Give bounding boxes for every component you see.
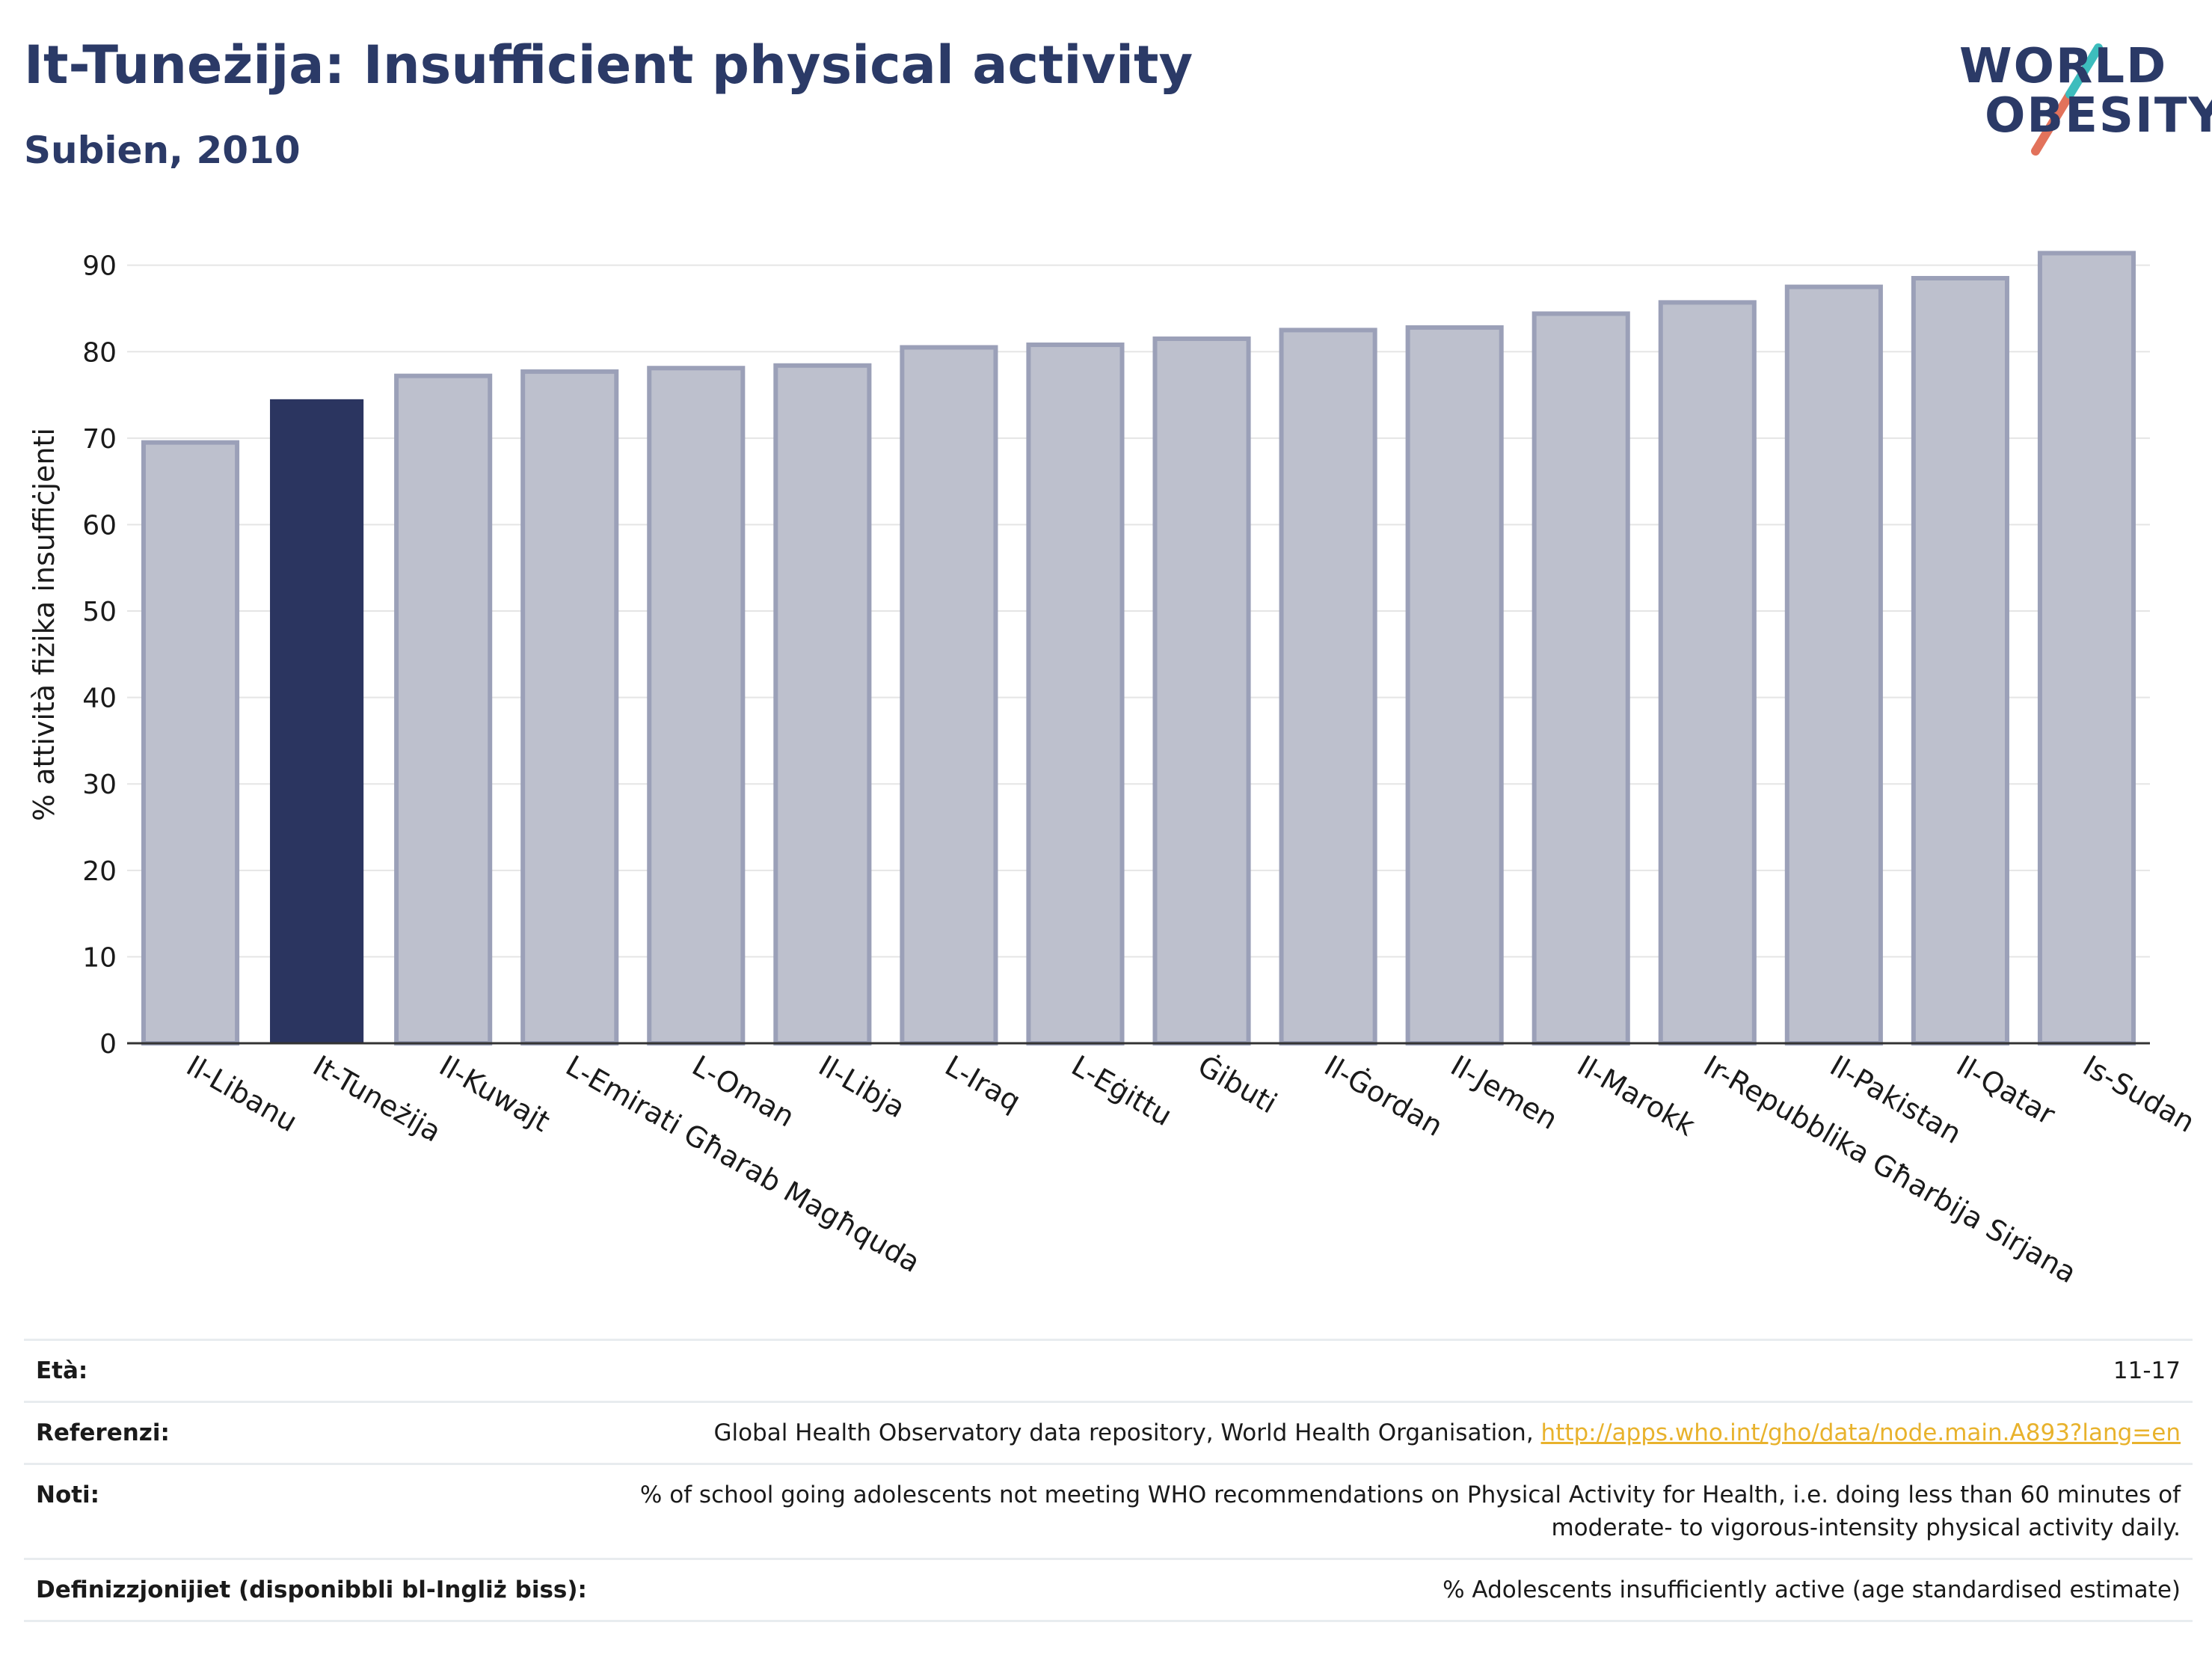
y-tick-label: 10: [82, 942, 117, 973]
bar: [1279, 328, 1377, 1045]
references-text: Global Health Observatory data repositor…: [713, 1419, 1541, 1446]
bar: [1531, 311, 1630, 1045]
bar: [1026, 343, 1125, 1046]
x-tick-label: Il-Kuwajt: [434, 1049, 556, 1138]
bar: [1784, 284, 1883, 1045]
bar: [520, 369, 619, 1045]
bar: [773, 363, 872, 1045]
y-tick-label: 90: [82, 251, 117, 282]
bar: [1658, 300, 1757, 1045]
x-tick-label: L-Eġittu: [1066, 1049, 1177, 1133]
x-tick-label: L-Iraq: [939, 1049, 1026, 1118]
x-tick-label: Il-Libanu: [181, 1049, 303, 1138]
footer-row-age: Età: 11-17: [24, 1339, 2193, 1401]
chart-title: It-Tuneżija: Insufficient physical activ…: [24, 34, 1193, 96]
footer-row-notes: Noti: % of school going adolescents not …: [24, 1463, 2193, 1558]
world-obesity-logo: WORLD OBESITY: [1952, 22, 2212, 161]
bar: [1405, 325, 1504, 1046]
bars: [141, 251, 2136, 1046]
y-axis-label: % attività fiżika insuffiċjenti: [28, 428, 61, 821]
references-value: Global Health Observatory data repositor…: [713, 1416, 2181, 1449]
logo-slash-icon: [2031, 43, 2103, 156]
x-tick-label: Ġibuti: [1193, 1049, 1282, 1120]
notes-label: Noti:: [36, 1481, 100, 1508]
footer-row-references: Referenzi: Global Health Observatory dat…: [24, 1401, 2193, 1463]
bar: [1152, 336, 1251, 1045]
references-label: Referenzi:: [36, 1419, 170, 1446]
bar: [900, 345, 998, 1045]
x-tick-label: Il-Qatar: [1951, 1049, 2061, 1132]
logo-line2: OBESITY: [1985, 88, 2212, 144]
y-tick-label: 30: [82, 770, 117, 800]
y-tick-label: 0: [99, 1029, 117, 1060]
y-tick-label: 40: [82, 684, 117, 714]
bar: [1911, 276, 2009, 1046]
age-label: Età:: [36, 1357, 88, 1384]
x-tick-label: Il-Ġordan: [1319, 1049, 1448, 1143]
bar: [141, 440, 240, 1045]
bar: [647, 366, 746, 1045]
y-tick-label: 70: [82, 424, 117, 455]
x-tick-label: Il-Libja: [813, 1049, 910, 1125]
y-tick-labels: 0 10 20 30 40 50 60 70 80 90: [82, 251, 117, 1060]
x-tick-label: It-Tuneżija: [307, 1049, 446, 1149]
y-tick-label: 60: [82, 510, 117, 541]
bar: [2037, 251, 2136, 1045]
y-tick-label: 50: [82, 597, 117, 627]
x-tick-label: L-Oman: [686, 1049, 800, 1134]
footer-row-definitions: Definizzjonijiet (disponibbli bl-Ingliż …: [24, 1558, 2193, 1622]
references-link[interactable]: http://apps.who.int/gho/data/node.main.A…: [1540, 1419, 2181, 1446]
x-tick-label: Il-Marokk: [1572, 1049, 1701, 1143]
y-tick-label: 80: [82, 337, 117, 368]
bar: [394, 373, 493, 1045]
definitions-label: Definizzjonijiet (disponibbli bl-Ingliż …: [36, 1576, 587, 1603]
definitions-value: % Adolescents insufficiently active (age…: [1443, 1576, 2181, 1603]
notes-value: % of school going adolescents not meetin…: [639, 1481, 2181, 1541]
y-tick-label: 20: [82, 856, 117, 887]
age-value: 11-17: [2113, 1357, 2181, 1384]
chart-footer: Età: 11-17 Referenzi: Global Health Obse…: [24, 1339, 2193, 1622]
bar: [270, 399, 364, 1043]
logo-line1: WORLD: [1959, 39, 2168, 94]
x-tick-label: Il-Jemen: [1446, 1049, 1564, 1136]
chart-subtitle: Subien, 2010: [24, 129, 301, 172]
x-tick-label: Is-Sudan: [2077, 1049, 2200, 1139]
